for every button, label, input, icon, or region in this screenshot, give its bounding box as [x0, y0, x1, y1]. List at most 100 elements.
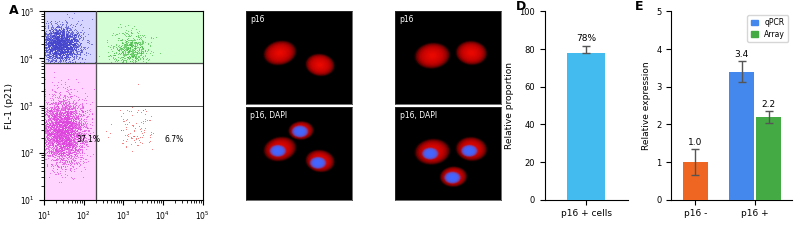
- Point: [43, 47, 56, 51]
- Point: [57, 97, 70, 101]
- Point: [58, 129, 70, 133]
- Point: [39, 39, 52, 42]
- Point: [61, 47, 74, 51]
- Point: [55, 50, 68, 54]
- Point: [55, 42, 68, 46]
- Point: [60, 41, 73, 45]
- Point: [58, 107, 71, 111]
- Point: [50, 139, 63, 143]
- Point: [46, 140, 58, 144]
- Point: [75, 57, 88, 60]
- Point: [62, 135, 74, 138]
- Point: [45, 61, 58, 65]
- Point: [63, 112, 76, 115]
- Point: [38, 126, 51, 130]
- Point: [70, 29, 83, 32]
- Point: [56, 45, 69, 49]
- Point: [50, 39, 62, 43]
- Point: [48, 45, 61, 48]
- Point: [44, 40, 57, 44]
- Point: [66, 119, 79, 122]
- Point: [132, 58, 145, 62]
- Point: [127, 43, 140, 47]
- Point: [42, 149, 55, 153]
- Ellipse shape: [462, 142, 481, 156]
- Text: A: A: [9, 4, 18, 17]
- Ellipse shape: [265, 42, 295, 64]
- Point: [53, 39, 66, 43]
- Point: [54, 122, 67, 126]
- Point: [39, 143, 52, 146]
- Point: [62, 147, 74, 150]
- Point: [131, 40, 144, 44]
- Point: [57, 44, 70, 47]
- Point: [42, 138, 54, 141]
- Point: [54, 22, 66, 26]
- Text: 1.0: 1.0: [688, 138, 702, 147]
- Point: [53, 45, 66, 49]
- Point: [66, 55, 79, 59]
- Point: [49, 121, 62, 124]
- Point: [46, 138, 59, 141]
- Point: [50, 115, 62, 118]
- Point: [47, 103, 60, 106]
- Point: [47, 39, 60, 43]
- Point: [65, 142, 78, 146]
- Point: [54, 38, 67, 42]
- Point: [62, 43, 74, 46]
- Point: [67, 143, 80, 146]
- Point: [66, 128, 78, 132]
- Point: [126, 51, 138, 55]
- Point: [62, 152, 75, 156]
- Point: [46, 45, 59, 49]
- Point: [66, 45, 78, 49]
- Point: [71, 95, 84, 99]
- Point: [64, 48, 77, 52]
- Ellipse shape: [451, 175, 456, 178]
- Point: [125, 40, 138, 44]
- Point: [53, 136, 66, 140]
- Point: [50, 57, 63, 60]
- Point: [46, 132, 59, 135]
- Point: [51, 41, 64, 45]
- Point: [53, 133, 66, 136]
- Point: [62, 111, 75, 114]
- Point: [70, 111, 83, 114]
- Point: [61, 103, 74, 107]
- Point: [58, 161, 70, 164]
- Point: [56, 42, 69, 46]
- Point: [79, 125, 92, 128]
- Point: [64, 123, 77, 126]
- Point: [54, 48, 67, 52]
- Point: [66, 146, 78, 150]
- Point: [51, 109, 64, 113]
- Point: [60, 125, 73, 128]
- Point: [117, 55, 130, 59]
- Point: [45, 127, 58, 131]
- Point: [57, 33, 70, 37]
- Point: [64, 92, 77, 96]
- Point: [46, 113, 58, 116]
- Point: [42, 114, 55, 117]
- Point: [69, 48, 82, 52]
- Point: [54, 36, 67, 40]
- Point: [57, 123, 70, 127]
- Point: [57, 50, 70, 54]
- Point: [74, 34, 86, 37]
- Point: [56, 108, 69, 112]
- Point: [118, 54, 130, 58]
- Ellipse shape: [416, 140, 449, 164]
- Point: [82, 137, 95, 141]
- Point: [54, 165, 67, 169]
- Point: [50, 124, 63, 127]
- Point: [47, 52, 60, 56]
- Point: [40, 41, 53, 44]
- Point: [64, 37, 77, 41]
- Point: [38, 37, 51, 41]
- Point: [54, 115, 66, 118]
- Point: [121, 45, 134, 48]
- Point: [58, 39, 71, 43]
- Point: [62, 137, 74, 141]
- Point: [134, 41, 146, 45]
- Point: [48, 128, 61, 132]
